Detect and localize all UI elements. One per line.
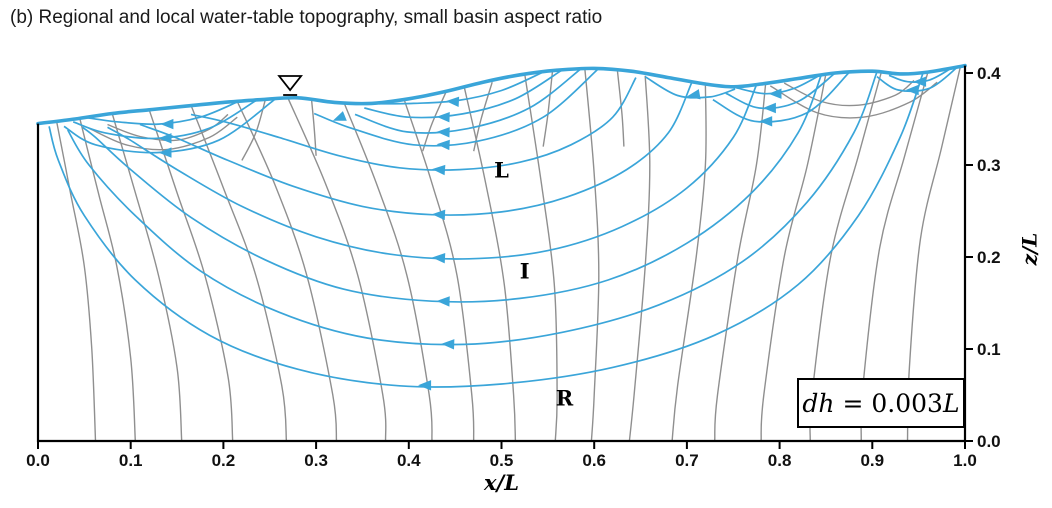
label-intermediate-flow-system: I — [519, 258, 530, 284]
label-local-flow-system: L — [494, 157, 509, 183]
flow-arrow — [768, 88, 782, 99]
flow-line — [725, 72, 836, 110]
x-axis-label: x/L — [484, 470, 519, 495]
equipotential-line — [79, 117, 136, 440]
x-tick-label: 0.3 — [304, 451, 328, 470]
equipotential-line — [769, 81, 938, 119]
equipotential-line — [671, 83, 707, 440]
flow-arrow — [158, 133, 172, 144]
y-tick-label: 0.3 — [977, 156, 1001, 175]
flow-line — [86, 101, 238, 126]
x-tick-label: 0.5 — [490, 451, 514, 470]
flow-arrow — [686, 89, 701, 100]
flow-line — [81, 74, 823, 303]
y-tick-label: 0.2 — [977, 248, 1001, 267]
x-tick-label: 0.8 — [768, 451, 792, 470]
dh-annotation-box: dh = 0.003 L — [797, 378, 965, 428]
flow-line — [48, 71, 925, 388]
flow-line — [107, 84, 758, 260]
equipotential-line — [111, 113, 183, 440]
equipotential-line — [287, 98, 387, 440]
flow-arrow — [418, 380, 432, 391]
flow-arrow — [436, 139, 450, 151]
flow-line — [72, 99, 257, 140]
flow-arrow — [436, 111, 450, 123]
equipotential-line — [524, 73, 558, 440]
equipotential-line — [714, 83, 767, 440]
dh-value: = 0.003 — [834, 388, 943, 418]
flow-arrow — [432, 209, 446, 221]
dh-symbol: dh — [802, 388, 835, 418]
equipotential-line — [148, 109, 234, 440]
y-axis-label: z/L — [1017, 232, 1042, 266]
x-tick-label: 0.4 — [397, 451, 421, 470]
flow-line — [364, 69, 563, 119]
equipotential-line — [473, 82, 493, 152]
x-tick-label: 0.0 — [26, 451, 50, 470]
flow-arrow — [332, 111, 347, 121]
flow-arrow — [432, 164, 446, 176]
dh-unit-L: L — [942, 388, 960, 418]
equipotential-line — [190, 104, 288, 440]
y-tick-label: 0.1 — [977, 340, 1001, 359]
flow-arrow — [762, 102, 776, 114]
flow-line — [139, 82, 693, 216]
y-tick-label: 0.4 — [977, 64, 1001, 83]
equipotential-line — [236, 101, 338, 440]
flow-arrow — [158, 147, 172, 158]
x-tick-label: 0.1 — [119, 451, 143, 470]
flow-arrow — [913, 76, 927, 87]
figure-title: (b) Regional and local water-table topog… — [10, 7, 603, 28]
flow-arrow — [759, 116, 773, 127]
equipotential-line — [463, 87, 517, 440]
flow-line — [712, 71, 850, 123]
flow-arrow — [441, 339, 455, 350]
flow-arrow — [160, 118, 174, 130]
equipotential-line — [55, 120, 97, 440]
flow-line — [66, 71, 878, 346]
x-tick-label: 0.7 — [675, 451, 699, 470]
flow-arrow — [432, 252, 446, 264]
x-tick-label: 0.6 — [582, 451, 606, 470]
flow-arrow — [445, 96, 460, 107]
equipotential-line — [403, 99, 475, 440]
equipotential-line — [584, 69, 600, 440]
y-tick-label: 0.0 — [977, 432, 1001, 451]
label-regional-flow-system: R — [555, 385, 574, 411]
flow-line — [190, 77, 637, 171]
flow-arrow — [905, 84, 919, 96]
equipotential-line — [616, 70, 625, 147]
water-table-symbol — [277, 75, 303, 92]
equipotential-line — [760, 73, 827, 440]
equipotential-line — [628, 75, 651, 440]
x-tick-label: 0.2 — [212, 451, 236, 470]
equipotential-line — [343, 102, 433, 440]
flow-arrow — [436, 296, 450, 307]
flow-line — [354, 68, 581, 134]
x-tick-label: 1.0 — [953, 451, 977, 470]
x-tick-label: 0.9 — [860, 451, 884, 470]
flow-arrow — [436, 127, 450, 138]
water-table-line — [36, 63, 967, 126]
flow-line — [63, 99, 275, 154]
